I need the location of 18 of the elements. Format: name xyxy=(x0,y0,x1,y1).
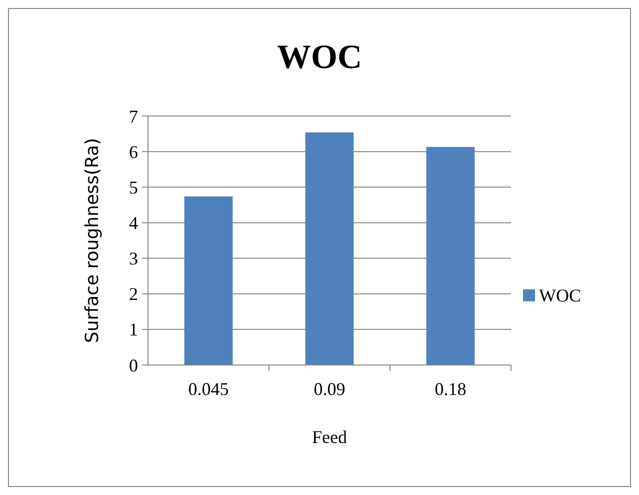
y-tick-label: 6 xyxy=(129,142,138,162)
x-tick-label: 0.045 xyxy=(188,379,229,399)
y-tick-label: 2 xyxy=(129,284,138,304)
y-axis-title: Surface roughness(Ra) xyxy=(82,138,103,343)
y-tick-label: 7 xyxy=(129,106,138,126)
x-axis-title: Feed xyxy=(312,427,347,447)
x-tick-label: 0.09 xyxy=(314,379,346,399)
chart-title: WOC xyxy=(277,39,362,76)
y-tick-label: 1 xyxy=(129,320,138,340)
y-tick-label: 3 xyxy=(129,248,138,269)
bar xyxy=(184,196,233,365)
y-tick-label: 4 xyxy=(129,213,138,234)
bar xyxy=(305,132,354,365)
y-tick-label: 0 xyxy=(129,355,138,376)
bar xyxy=(426,146,475,365)
y-tick-label: 5 xyxy=(129,177,138,198)
x-tick-label: 0.18 xyxy=(434,379,466,399)
legend-label: WOC xyxy=(539,286,581,306)
